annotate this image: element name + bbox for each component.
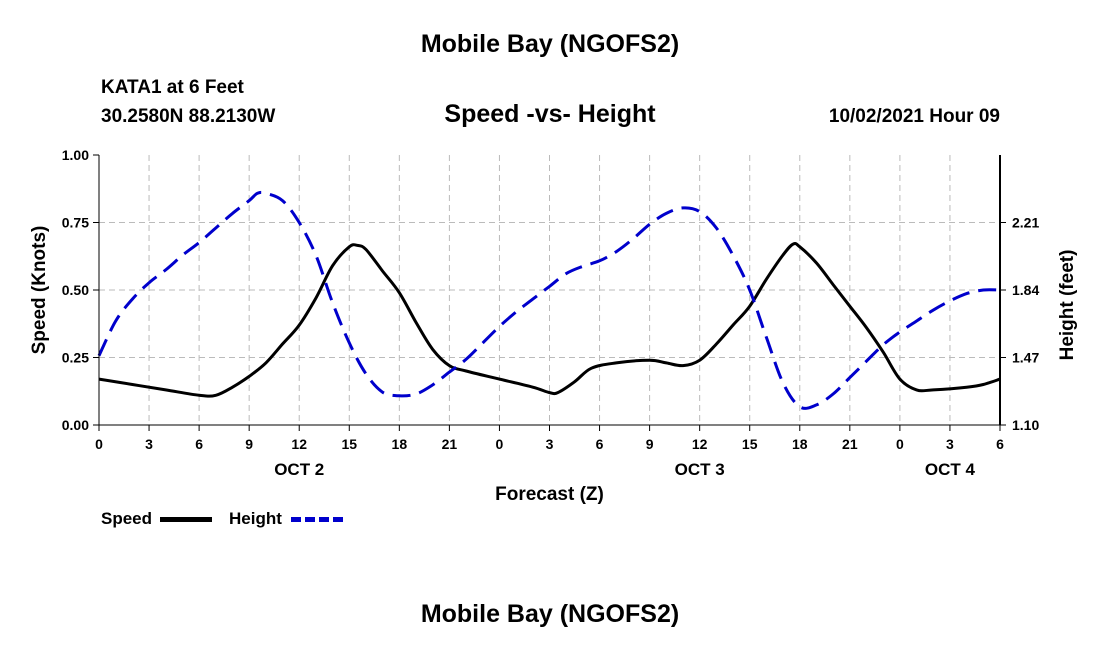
date-label: OCT 3 [675,460,725,479]
date-label: OCT 2 [274,460,324,479]
chart-title: Mobile Bay (NGOFS2) [420,30,680,58]
date-label: OCT 4 [925,460,976,479]
y-tick-label: 0.50 [62,282,89,298]
grid [99,155,1000,425]
station-coordinates: 30.2580N 88.2130W [101,106,276,127]
height-series-line [97,190,1001,410]
y2-tick-label: 1.47 [1012,350,1039,366]
legend-speed-label: Speed [101,509,153,528]
legend-height-swatch [291,517,343,522]
x-tick-label: 18 [792,436,808,452]
y-tick-label: 0.25 [62,350,89,366]
legend-speed-swatch [160,517,212,522]
station-label: KATA1 at 6 Feet [101,77,244,98]
speed-series-line [98,242,1001,398]
x-tick-label: 3 [946,436,954,452]
forecast-datetime: 10/02/2021 Hour 09 [828,106,1000,127]
legend-height-label: Height [229,509,282,528]
x-tick-label: 12 [291,436,307,452]
y-tick-label: 0.00 [62,417,89,433]
footer-title: Mobile Bay (NGOFS2) [420,600,680,628]
x-tick-label: 3 [546,436,554,452]
x-tick-label: 6 [195,436,203,452]
x-tick-label: 0 [496,436,504,452]
x-tick-label: 15 [341,436,357,452]
x-tick-label: 0 [95,436,103,452]
x-tick-label: 9 [245,436,253,452]
y-axis-label: Speed (Knots) [29,226,50,355]
x-tick-label: 9 [646,436,654,452]
series-layer [97,190,1001,410]
speed-height-chart: 0 3 6 9 12 15 18 21 0 3 6 9 12 15 18 21 0 3 6 0.00 0.25 0.50 0… [29,147,1078,505]
x-tick-label: 6 [596,436,604,452]
x-tick-label: 12 [692,436,708,452]
x-tick-label: 21 [842,436,858,452]
y-tick-label: 0.75 [62,215,89,231]
x-tick-label: 6 [996,436,1004,452]
x-tick-label: 15 [742,436,758,452]
y2-axis-label: Height (feet) [1057,250,1078,361]
x-tick-label: 18 [392,436,408,452]
axes [93,154,1006,431]
x-axis-label: Forecast (Z) [495,484,604,505]
y-tick-label: 1.00 [62,147,89,163]
chart-subtitle: Speed -vs- Height [444,100,656,128]
x-tick-label: 3 [145,436,153,452]
tick-labels: 0 3 6 9 12 15 18 21 0 3 6 9 12 15 18 21 0 3 6 0.00 0.25 0.50 0… [29,147,1078,505]
x-tick-label: 21 [442,436,458,452]
x-tick-label: 0 [896,436,904,452]
y2-tick-label: 1.10 [1012,417,1039,433]
y2-tick-label: 1.84 [1012,282,1039,298]
y2-tick-label: 2.21 [1012,215,1039,231]
